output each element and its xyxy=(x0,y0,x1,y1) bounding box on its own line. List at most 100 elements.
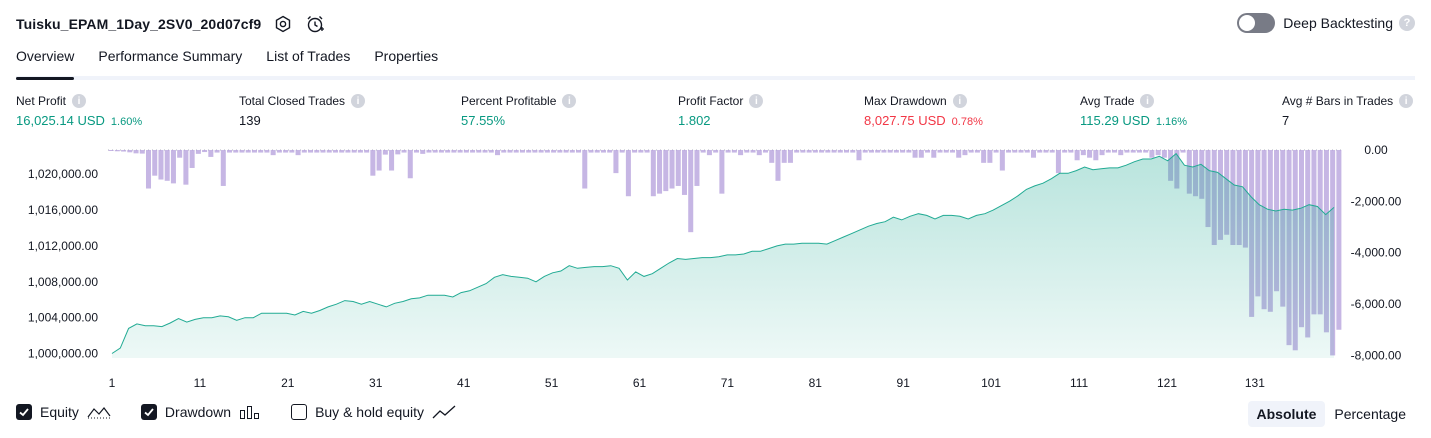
help-icon[interactable]: ? xyxy=(1399,15,1415,31)
drawdown-bar xyxy=(1043,150,1049,153)
metric-avg-bars-in-trades: Avg # Bars in Trades i 7 xyxy=(1282,94,1414,128)
drawdown-tick-label: -4,000.00 xyxy=(1351,246,1402,260)
tab-performance-summary[interactable]: Performance Summary xyxy=(98,48,243,64)
info-icon[interactable]: i xyxy=(952,94,967,108)
trade-tick-label: 1 xyxy=(109,376,116,390)
info-icon[interactable]: i xyxy=(351,94,366,108)
drawdown-bar xyxy=(744,150,750,153)
metric-label: Max Drawdown xyxy=(864,94,947,108)
drawdown-bar xyxy=(738,150,744,156)
drawdown-bar xyxy=(121,150,127,152)
drawdown-bar xyxy=(943,150,949,153)
drawdown-bar xyxy=(644,150,650,153)
tab-properties[interactable]: Properties xyxy=(374,48,439,64)
drawdown-bar xyxy=(532,150,538,153)
trade-tick-label: 131 xyxy=(1245,376,1265,390)
metric-profit-factor: Profit Factor i 1.802 xyxy=(678,94,764,128)
tab-list-of-trades[interactable]: List of Trades xyxy=(266,48,351,64)
drawdown-bar xyxy=(476,150,482,153)
drawdown-bar xyxy=(1024,150,1030,153)
drawdown-bar xyxy=(195,150,201,154)
info-icon[interactable]: i xyxy=(72,94,87,108)
equity-drawdown-chart: 1,000,000.00 1,004,000.00 1,008,000.00 1,01… xyxy=(28,143,1402,390)
drawdown-bar xyxy=(993,150,999,153)
drawdown-bar xyxy=(868,150,874,153)
drawdown-bar xyxy=(681,150,687,195)
drawdown-bar xyxy=(762,150,769,153)
drawdown-tick-label: 0.00 xyxy=(1364,143,1388,157)
drawdown-bar xyxy=(326,150,332,153)
info-icon[interactable]: i xyxy=(749,94,764,108)
drawdown-bar xyxy=(1143,150,1149,153)
drawdown-bar xyxy=(245,150,251,153)
drawdown-bar xyxy=(912,150,918,158)
trade-tick-label: 111 xyxy=(1070,376,1089,390)
drawdown-bar xyxy=(956,150,962,158)
percentage-button[interactable]: Percentage xyxy=(1334,406,1406,422)
drawdown-bar xyxy=(594,150,600,153)
drawdown-bar xyxy=(1093,150,1099,161)
equity-tick-label: 1,008,000.00 xyxy=(28,275,98,289)
drawdown-bar xyxy=(227,150,233,153)
chart-legend: Equity Drawdown Buy & hold equity xyxy=(16,404,486,420)
drawdown-bar xyxy=(675,150,681,186)
drawdown-bar xyxy=(769,150,775,163)
metric-value: 8,027.75 USD xyxy=(864,113,946,128)
drawdown-bar xyxy=(968,150,974,153)
drawdown-bar xyxy=(470,150,476,153)
metric-value: 115.29 USD xyxy=(1080,113,1150,128)
drawdown-bar xyxy=(756,150,762,156)
equity-line-icon xyxy=(87,404,111,420)
drawdown-bar xyxy=(787,150,793,163)
drawdown-bar xyxy=(438,150,444,153)
info-icon[interactable]: i xyxy=(1399,94,1414,108)
drawdown-bar xyxy=(295,150,301,156)
equity-label: Equity xyxy=(40,404,79,420)
drawdown-bar xyxy=(632,150,638,153)
info-icon[interactable]: i xyxy=(1140,94,1155,108)
info-icon[interactable]: i xyxy=(562,94,577,108)
drawdown-bar xyxy=(382,150,388,155)
drawdown-bar xyxy=(582,150,588,189)
drawdown-bar xyxy=(139,150,145,154)
deep-backtesting-toggle[interactable] xyxy=(1237,13,1276,33)
metric-avg-trade: Avg Trade i 115.29 USD 1.16% xyxy=(1080,94,1187,128)
drawdown-bar xyxy=(389,150,395,171)
drawdown-bar xyxy=(1124,150,1130,153)
tab-overview[interactable]: Overview xyxy=(16,44,75,80)
drawdown-bar xyxy=(1118,150,1124,156)
drawdown-bar xyxy=(819,150,825,153)
drawdown-bar xyxy=(619,150,625,153)
drawdown-bars-icon xyxy=(239,404,261,420)
drawdown-bar xyxy=(918,150,924,158)
legend-buy-hold-equity[interactable]: Buy & hold equity xyxy=(291,404,456,420)
drawdown-bar xyxy=(1087,150,1093,158)
drawdown-bar xyxy=(501,150,507,153)
drawdown-bar xyxy=(276,150,282,153)
drawdown-bar xyxy=(750,150,756,153)
drawdown-bar xyxy=(158,150,164,180)
alert-clock-icon[interactable] xyxy=(305,14,325,34)
drawdown-bar xyxy=(831,150,837,153)
absolute-button[interactable]: Absolute xyxy=(1247,401,1326,427)
drawdown-bar xyxy=(463,150,469,153)
drawdown-checkbox[interactable] xyxy=(140,404,157,420)
legend-equity[interactable]: Equity xyxy=(16,404,111,420)
legend-drawdown[interactable]: Drawdown xyxy=(140,404,261,420)
drawdown-bar xyxy=(457,150,463,153)
drawdown-bar xyxy=(837,150,843,153)
drawdown-bar xyxy=(513,150,519,153)
drawdown-bar xyxy=(700,150,706,153)
drawdown-bar xyxy=(962,150,968,156)
drawdown-bar xyxy=(308,150,314,153)
buy-hold-checkbox[interactable] xyxy=(291,404,308,420)
drawdown-bar xyxy=(713,150,719,153)
drawdown-bar xyxy=(301,150,307,153)
drawdown-bar xyxy=(127,150,133,153)
drawdown-bar xyxy=(551,150,557,153)
metric-value: 7 xyxy=(1282,113,1290,128)
drawdown-bar xyxy=(177,150,183,158)
settings-icon[interactable] xyxy=(273,14,293,34)
trade-tick-label: 121 xyxy=(1157,376,1177,390)
equity-checkbox[interactable] xyxy=(16,404,32,420)
